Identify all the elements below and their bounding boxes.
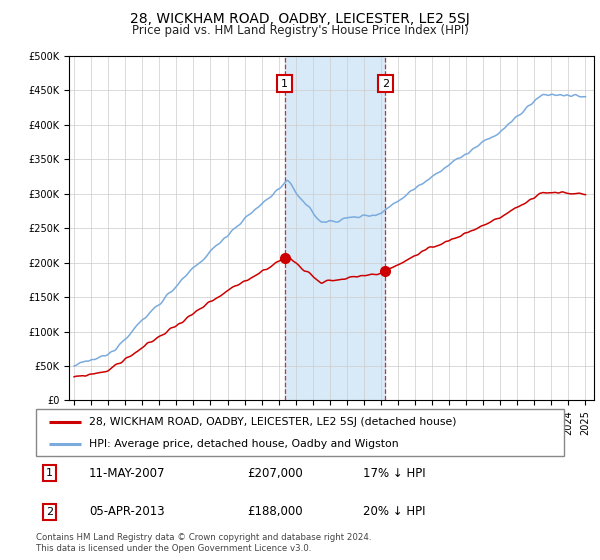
Text: Contains HM Land Registry data © Crown copyright and database right 2024.
This d: Contains HM Land Registry data © Crown c… — [36, 533, 371, 553]
Text: 11-MAY-2007: 11-MAY-2007 — [89, 466, 166, 480]
Text: 05-APR-2013: 05-APR-2013 — [89, 505, 164, 518]
Text: 2: 2 — [46, 507, 53, 517]
Text: 17% ↓ HPI: 17% ↓ HPI — [364, 466, 426, 480]
Text: £188,000: £188,000 — [247, 505, 303, 518]
Text: 2: 2 — [382, 78, 389, 88]
Text: HPI: Average price, detached house, Oadby and Wigston: HPI: Average price, detached house, Oadb… — [89, 438, 398, 449]
Bar — [285, 56, 385, 400]
Text: 20% ↓ HPI: 20% ↓ HPI — [364, 505, 426, 518]
Text: £207,000: £207,000 — [247, 466, 303, 480]
FancyBboxPatch shape — [36, 409, 564, 456]
Text: 1: 1 — [281, 78, 288, 88]
Text: 28, WICKHAM ROAD, OADBY, LEICESTER, LE2 5SJ (detached house): 28, WICKHAM ROAD, OADBY, LEICESTER, LE2 … — [89, 417, 457, 427]
Text: Price paid vs. HM Land Registry's House Price Index (HPI): Price paid vs. HM Land Registry's House … — [131, 24, 469, 36]
Text: 28, WICKHAM ROAD, OADBY, LEICESTER, LE2 5SJ: 28, WICKHAM ROAD, OADBY, LEICESTER, LE2 … — [130, 12, 470, 26]
Text: 1: 1 — [46, 468, 53, 478]
